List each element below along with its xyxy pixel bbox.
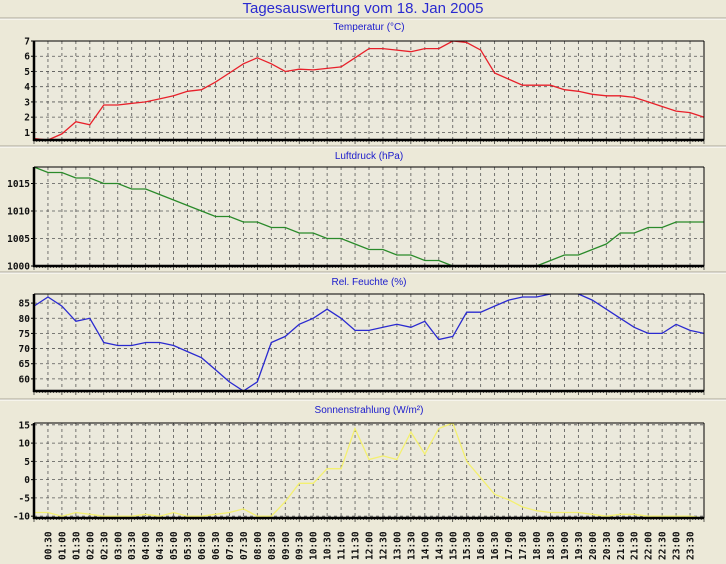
x-tick-label: 02:30 [99,531,110,560]
x-tick-label: 00:30 [43,531,54,560]
x-tick-label: 06:30 [211,531,222,560]
y-tick-label: 60 [19,374,31,385]
y-tick-label: 7 [24,37,30,48]
y-tick-label: 65 [19,359,31,370]
pressure-chart: 1000 1005 1010 1015 [7,166,705,273]
x-tick-label: 09:30 [295,531,306,560]
temperature-series-line [34,41,704,140]
y-tick-label: 5 [24,67,30,78]
x-tick-label: 05:30 [183,531,194,560]
y-tick-label: 85 [19,299,31,310]
y-tick-label: -5 [19,493,31,504]
x-tick-label: 02:00 [85,531,96,560]
x-tick-label: 09:00 [281,531,292,560]
y-tick-label: 2 [24,113,30,124]
y-tick-label: 3 [24,97,30,108]
x-tick-label: 18:00 [532,531,543,560]
x-tick-label: 06:00 [197,531,208,560]
y-tick-label: 0 [24,475,30,486]
solar-series-line [34,423,704,518]
x-tick-label: 19:30 [574,531,585,560]
x-tick-label: 21:30 [630,531,641,560]
y-tick-label: 6 [24,52,30,63]
y-tick-label: 15 [19,420,31,431]
x-tick-label: 16:00 [476,531,487,560]
y-tick-label: 4 [24,82,30,93]
page-title: Tagesauswertung vom 18. Jan 2005 [242,0,484,17]
temperature-chart-title: Temperatur (°C) [333,22,405,33]
x-tick-label: 20:30 [602,531,613,560]
y-tick-label: 80 [19,314,31,325]
x-tick-label: 22:00 [644,531,655,560]
x-tick-label: 20:00 [588,531,599,560]
x-tick-label: 14:00 [420,531,431,560]
temperature-chart: 1 2 3 4 5 6 7 [24,37,705,144]
x-tick-label: 13:00 [392,531,403,560]
x-tick-label: 08:00 [253,531,264,560]
y-tick-label: 1015 [7,179,30,190]
x-tick-label: 19:00 [560,531,571,560]
x-tick-label: 11:00 [337,531,348,560]
x-tick-label: 12:30 [378,531,389,560]
x-tick-label: 14:30 [434,531,445,560]
y-tick-label: -10 [13,512,30,523]
x-tick-label: 13:30 [406,531,417,560]
x-tick-label: 04:00 [141,531,152,560]
x-tick-label: 08:30 [267,531,278,560]
solar-chart-title: Sonnenstrahlung (W/m²) [314,405,424,416]
x-tick-label: 12:00 [365,531,376,560]
x-tick-label: 16:30 [490,531,501,560]
x-tick-label: 17:30 [518,531,529,560]
x-tick-label: 15:00 [448,531,459,560]
x-tick-label: 03:00 [113,531,124,560]
humidity-chart-title: Rel. Feuchte (%) [331,277,407,288]
x-tick-label: 17:00 [504,531,515,560]
x-tick-label: 23:00 [672,531,683,560]
x-tick-label: 05:00 [169,531,180,560]
x-tick-label: 07:00 [225,531,236,560]
y-tick-label: 1000 [7,262,30,273]
solar-chart: -10 -5 0 5 10 15 [13,420,705,523]
x-tick-label: 04:30 [155,531,166,560]
x-tick-label: 22:30 [658,531,669,560]
y-tick-label: 1005 [7,234,30,245]
x-tick-label: 07:30 [239,531,250,560]
x-tick-label: 11:30 [351,531,362,560]
x-tick-label: 01:30 [71,531,82,560]
x-tick-label: 10:00 [309,531,320,560]
y-tick-label: 10 [19,439,31,450]
x-tick-label: 21:00 [616,531,627,560]
humidity-series-line [34,294,704,391]
y-tick-label: 75 [19,329,31,340]
humidity-chart: 60 65 70 75 80 85 [19,293,705,395]
y-tick-label: 1010 [7,207,30,218]
x-tick-label: 23:30 [686,531,697,560]
x-tick-label: 01:00 [57,531,68,560]
y-tick-label: 1 [24,128,30,139]
pressure-chart-title: Luftdruck (hPa) [334,151,404,162]
x-tick-label: 15:30 [462,531,473,560]
y-tick-label: 5 [24,457,30,468]
y-tick-label: 70 [19,344,31,355]
x-tick-label: 18:30 [546,531,557,560]
x-tick-label: 10:30 [323,531,334,560]
x-tick-label: 03:30 [127,531,138,560]
